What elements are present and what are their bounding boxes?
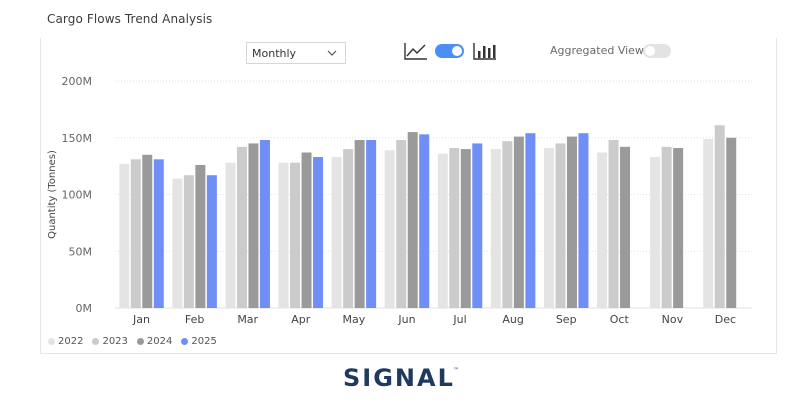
legend-item[interactable]: 2025: [181, 336, 217, 347]
legend-dot: [136, 338, 144, 345]
panel-frame: [40, 38, 777, 354]
chevron-down-icon: [327, 50, 337, 56]
line-chart-icon[interactable]: [404, 42, 428, 60]
view-toggle[interactable]: [435, 44, 464, 58]
chart-legend: 2022 2023 2024 2025: [48, 336, 217, 347]
logo-text: SIGNAL: [343, 364, 455, 391]
legend-dot: [48, 338, 55, 345]
legend-dot: [181, 338, 189, 345]
aggregated-view-label: Aggregated View: [550, 44, 644, 57]
bar-chart-icon[interactable]: [473, 42, 497, 60]
legend-dot: [92, 338, 100, 345]
signal-logo: SIGNAL ™: [343, 364, 459, 391]
logo-trademark: ™: [453, 367, 459, 374]
legend-item[interactable]: 2022: [48, 336, 83, 347]
legend-label: 2023: [102, 336, 128, 347]
legend-label: 2022: [58, 336, 84, 347]
legend-label: 2025: [191, 336, 217, 347]
period-select-value: Monthly: [252, 46, 297, 60]
legend-item[interactable]: 2023: [92, 336, 128, 347]
legend-label: 2024: [146, 336, 173, 347]
legend-item[interactable]: 2024: [136, 336, 173, 347]
view-toggle-knob: [452, 46, 462, 56]
aggregated-view-toggle-knob: [645, 46, 655, 56]
aggregated-view-toggle[interactable]: [643, 44, 671, 58]
period-select[interactable]: Monthly: [246, 42, 346, 64]
panel-title: Cargo Flows Trend Analysis: [47, 12, 213, 26]
